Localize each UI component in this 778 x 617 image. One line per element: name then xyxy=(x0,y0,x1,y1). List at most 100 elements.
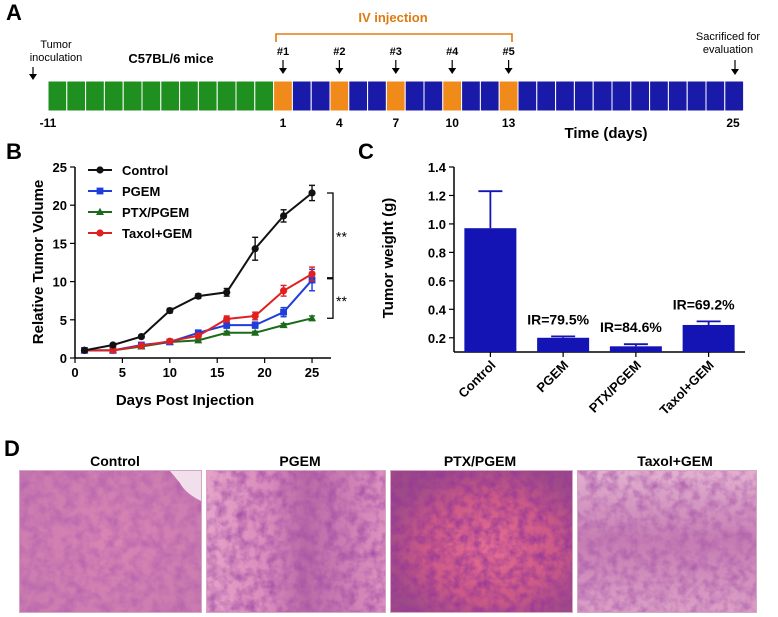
injection-day-label: 4 xyxy=(336,116,343,130)
timeline-cell-post xyxy=(404,80,425,112)
data-point xyxy=(308,314,317,322)
timeline-cell-post xyxy=(536,80,557,112)
chart-c-ytick-label: 0.4 xyxy=(428,302,447,317)
legend-label: Control xyxy=(122,163,168,178)
chart-c-xtick-label: PTX/PGEM xyxy=(586,358,644,416)
data-point xyxy=(251,328,260,336)
panel-c: C 0.2 0.4 0.6 0.8 1.0 1.2 1.4 Control PGEM IR=79.… xyxy=(358,139,745,418)
data-point xyxy=(194,336,203,344)
chart-b-ytick-label: 20 xyxy=(53,198,67,213)
timeline-cell-post xyxy=(573,80,594,112)
figure-canvas: A IV injection Tumor inoculation C57BL/6… xyxy=(4,0,760,469)
legend-label: Taxol+GEM xyxy=(122,226,192,241)
chart-b-xtick-label: 5 xyxy=(119,365,126,380)
data-point xyxy=(279,320,288,329)
data-point xyxy=(137,333,145,341)
timeline-cell-pre xyxy=(103,80,124,112)
chart-b-ylabel: Relative Tumor Volume xyxy=(30,180,47,344)
chart-b-xtick-label: 15 xyxy=(210,365,224,380)
significance-bracket xyxy=(327,192,334,279)
injection-day-label: 7 xyxy=(392,116,399,130)
bar-Taxol+GEM xyxy=(682,324,735,352)
tumor-label-line2: inoculation xyxy=(30,52,83,64)
injection-day-label: 10 xyxy=(446,116,460,130)
panel-b: B 0 5 10 15 20 25 0 5 10 15 20 25 Control PGEM PTX/PGE… xyxy=(6,139,347,409)
timeline-cell-pre xyxy=(160,80,181,112)
injection-arrowhead xyxy=(391,68,400,74)
panel-a: A IV injection Tumor inoculation C57BL/6… xyxy=(6,0,760,142)
timeline-cell-pre xyxy=(122,80,143,112)
timeline-cell-pre xyxy=(216,80,237,112)
chart-b-ytick-label: 25 xyxy=(53,160,67,175)
histology-image-taxol-gem xyxy=(577,470,757,613)
data-point xyxy=(223,315,231,323)
data-point xyxy=(80,346,89,354)
timeline-cell-injection xyxy=(385,80,406,112)
data-point xyxy=(279,212,288,220)
chart-c-ytick-label: 0.6 xyxy=(428,274,446,289)
injection-tag: #5 xyxy=(502,46,514,58)
legend-marker xyxy=(96,166,104,174)
chart-b-xtick-label: 10 xyxy=(163,365,177,380)
chart-b-xtick-label: 25 xyxy=(305,365,319,380)
injection-tag: #1 xyxy=(277,46,289,58)
data-point xyxy=(109,346,117,354)
data-point xyxy=(137,342,145,350)
bar-Control xyxy=(464,228,517,352)
injection-tag: #2 xyxy=(333,46,345,58)
injection-arrowhead xyxy=(448,68,457,74)
timeline-cell-pre xyxy=(66,80,87,112)
chart-c-xtick-label: Taxol+GEM xyxy=(656,358,716,418)
bar-annotation: IR=84.6% xyxy=(600,319,662,335)
iv-injection-title: IV injection xyxy=(358,10,427,25)
timeline-cell-post xyxy=(686,80,707,112)
timeline-cell-injection xyxy=(498,80,519,112)
data-point xyxy=(166,337,174,345)
data-point xyxy=(109,341,117,349)
histology-image-control xyxy=(19,470,202,613)
chart-b-ytick-label: 10 xyxy=(53,275,67,290)
chart-c-ytick-label: 0.2 xyxy=(428,331,446,346)
timeline-cell-injection xyxy=(329,80,350,112)
data-point xyxy=(251,245,259,253)
data-point xyxy=(251,312,259,320)
timeline-cell-post xyxy=(348,80,369,112)
chart-c-ylabel: Tumor weight (g) xyxy=(380,198,397,319)
injection-day-label: 1 xyxy=(280,116,287,130)
injection-day-label: 13 xyxy=(502,116,516,130)
injection-arrowhead xyxy=(279,68,287,74)
start-day-label: -11 xyxy=(40,116,57,130)
histo-label-control: Control xyxy=(90,453,140,469)
legend-label: PTX/PGEM xyxy=(122,205,189,220)
data-point xyxy=(223,321,231,329)
panel-d-letter: D xyxy=(4,436,20,461)
timeline-cell-post xyxy=(592,80,613,112)
timeline-cell-injection xyxy=(273,80,293,112)
time-axis-label: Time (days) xyxy=(564,125,647,142)
sacrifice-arrowhead xyxy=(731,69,739,75)
chart-c-xtick-label: Control xyxy=(455,358,498,401)
histo-label-pgem: PGEM xyxy=(279,453,320,469)
chart-c-xtick-label: PGEM xyxy=(534,358,572,396)
data-point xyxy=(308,270,316,278)
sacrifice-label-line1: Sacrificed for xyxy=(696,31,761,43)
tumor-label-line1: Tumor xyxy=(40,39,72,51)
timeline-cell-post xyxy=(555,80,575,112)
bar-chart: 0.2 0.4 0.6 0.8 1.0 1.2 1.4 Control PGEM IR=79.5%… xyxy=(428,160,745,418)
timeline-cell-post xyxy=(724,80,745,112)
data-point xyxy=(194,292,202,300)
timeline-cell-post xyxy=(423,80,444,112)
data-point xyxy=(222,328,231,336)
timeline-cell-post xyxy=(667,80,688,112)
timeline-cell-pre xyxy=(254,80,275,112)
timeline-cell-post xyxy=(517,80,538,112)
timeline-cell-injection xyxy=(442,80,463,112)
bar-annotation: IR=69.2% xyxy=(673,296,735,312)
timeline-cell-pre xyxy=(141,80,162,112)
chart-b-ytick-label: 5 xyxy=(60,313,67,328)
timeline-cell-pre xyxy=(85,80,105,112)
chart-c-ytick-label: 0.8 xyxy=(428,245,446,260)
data-point xyxy=(251,321,259,329)
legend-marker xyxy=(96,229,104,237)
data-point xyxy=(166,307,174,315)
